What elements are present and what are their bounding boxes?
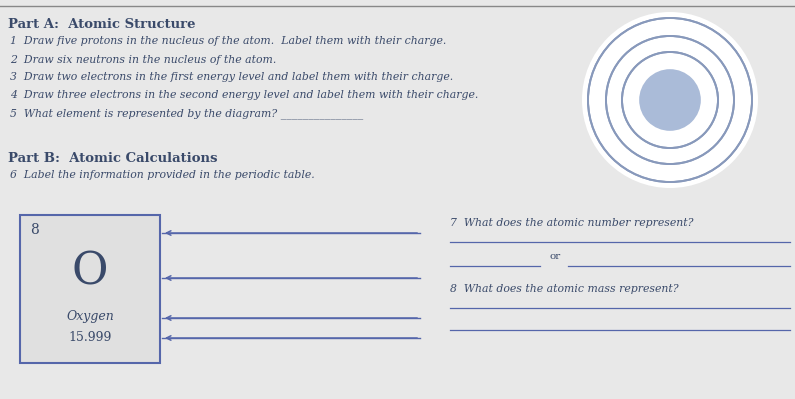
Circle shape (640, 70, 700, 130)
Text: 15.999: 15.999 (68, 331, 111, 344)
Circle shape (582, 12, 758, 188)
Text: 4  Draw three electrons in the second energy level and label them with their cha: 4 Draw three electrons in the second ene… (10, 90, 479, 100)
Text: Part B:  Atomic Calculations: Part B: Atomic Calculations (8, 152, 218, 165)
Text: O: O (72, 250, 108, 293)
Text: 3  Draw two electrons in the first energy level and label them with their charge: 3 Draw two electrons in the first energy… (10, 72, 453, 82)
Circle shape (607, 37, 733, 163)
Text: or: or (550, 252, 561, 261)
Text: Oxygen: Oxygen (66, 310, 114, 323)
Text: 2  Draw six neutrons in the nucleus of the atom.: 2 Draw six neutrons in the nucleus of th… (10, 55, 277, 65)
Bar (20, 215, 160, 363)
Text: 7  What does the atomic number represent?: 7 What does the atomic number represent? (450, 218, 693, 228)
Text: 1  Draw five protons in the nucleus of the atom.  Label them with their charge.: 1 Draw five protons in the nucleus of th… (10, 36, 446, 46)
Text: 8: 8 (30, 223, 39, 237)
Circle shape (589, 19, 751, 181)
Text: Part A:  Atomic Structure: Part A: Atomic Structure (8, 18, 196, 31)
Text: 6  Label the information provided in the periodic table.: 6 Label the information provided in the … (10, 170, 315, 180)
Text: 5  What element is represented by the diagram? _______________: 5 What element is represented by the dia… (10, 108, 363, 119)
Circle shape (622, 53, 717, 147)
Text: 8  What does the atomic mass represent?: 8 What does the atomic mass represent? (450, 284, 679, 294)
